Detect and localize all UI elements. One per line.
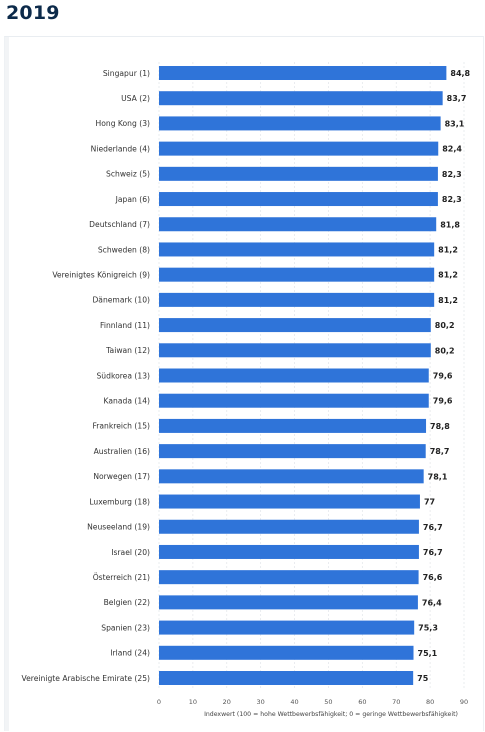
value-label: 80,2 [435, 321, 455, 330]
value-label: 81,8 [440, 220, 460, 229]
category-label: Japan (6) [115, 195, 150, 204]
category-label: Vereinigtes Königreich (9) [52, 270, 150, 279]
category-label: Neuseeland (19) [87, 523, 150, 532]
category-label: Belgien (22) [104, 598, 150, 607]
category-label-layer: Singapur (1) USA (2) Hong Kong (3) Niederla… [22, 69, 151, 683]
value-label: 78,1 [428, 472, 448, 481]
x-tick-layer: 0 10 20 30 40 50 60 70 80 90 [157, 698, 468, 706]
category-label: Vereinigte Arabische Emirate (25) [22, 674, 151, 683]
bar[interactable] [159, 469, 424, 484]
value-label: 75,3 [418, 624, 438, 633]
bar[interactable] [159, 393, 429, 408]
bar[interactable] [159, 620, 415, 635]
x-tick-label: 50 [324, 698, 332, 706]
x-tick-label: 70 [392, 698, 400, 706]
value-label: 81,2 [438, 271, 458, 280]
x-tick-label: 60 [358, 698, 366, 706]
x-tick-label: 0 [157, 698, 161, 706]
category-label: Schweden (8) [98, 245, 150, 254]
bar[interactable] [159, 343, 431, 358]
x-tick-label: 40 [290, 698, 298, 706]
bar[interactable] [159, 292, 435, 307]
value-label: 79,6 [433, 372, 453, 381]
value-label: 75 [417, 674, 429, 683]
value-label: 78,7 [430, 447, 450, 456]
bar[interactable] [159, 91, 443, 106]
value-label: 83,7 [447, 94, 467, 103]
value-label: 81,2 [438, 296, 458, 305]
category-label: Schweiz (5) [106, 170, 150, 179]
category-label: Kanada (14) [104, 397, 150, 406]
value-label: 83,1 [445, 119, 465, 128]
category-label: Frankreich (15) [92, 422, 150, 431]
bar[interactable] [159, 217, 437, 232]
category-label: Deutschland (7) [89, 220, 150, 229]
value-label: 76,7 [423, 523, 443, 532]
bar[interactable] [159, 116, 441, 131]
bar[interactable] [159, 519, 419, 534]
bar[interactable] [159, 418, 427, 433]
bar[interactable] [159, 645, 414, 660]
bar[interactable] [159, 570, 419, 585]
bar[interactable] [159, 267, 435, 282]
category-label: Niederlande (4) [91, 144, 150, 153]
bar[interactable] [159, 192, 438, 207]
bar[interactable] [159, 494, 420, 509]
bar[interactable] [159, 671, 414, 685]
category-label: Singapur (1) [103, 69, 150, 78]
category-label: Österreich (21) [93, 573, 150, 582]
x-tick-label: 90 [460, 698, 468, 706]
category-label: Irland (24) [110, 649, 150, 658]
x-axis-title: Indexwert (100 = hohe Wettbewerbsfähigke… [204, 711, 458, 718]
value-label: 79,6 [433, 397, 453, 406]
x-tick-label: 10 [189, 698, 197, 706]
bar[interactable] [159, 242, 435, 257]
value-label: 80,2 [435, 346, 455, 355]
value-label: 76,4 [422, 598, 442, 607]
value-label: 76,6 [423, 573, 443, 582]
bar[interactable] [159, 318, 431, 333]
x-tick-label: 20 [223, 698, 231, 706]
value-label: 81,2 [438, 245, 458, 254]
value-label-layer: 84,8 83,7 83,1 82,4 82,3 82,3 81,8 81,2 81,2 81,2… [417, 69, 470, 683]
bar[interactable] [159, 595, 418, 610]
category-label: Finnland (11) [100, 321, 150, 330]
chart-year-title: 2019 [6, 2, 60, 24]
value-label: 78,8 [430, 422, 450, 431]
value-label: 76,7 [423, 548, 443, 557]
category-label: Norwegen (17) [93, 472, 150, 481]
bar[interactable] [159, 166, 438, 181]
bar[interactable] [159, 66, 447, 80]
value-label: 75,1 [418, 649, 438, 658]
bar[interactable] [159, 544, 419, 559]
value-label: 77 [424, 498, 435, 507]
value-label: 82,3 [442, 170, 462, 179]
category-label: Dänemark (10) [92, 296, 150, 305]
bar[interactable] [159, 141, 439, 156]
value-label: 84,8 [450, 69, 470, 78]
bar[interactable] [159, 444, 426, 459]
x-tick-label: 80 [426, 698, 434, 706]
bar-layer [159, 66, 447, 685]
card-edge-shade [5, 37, 9, 731]
category-label: Spanien (23) [101, 623, 150, 632]
x-tick-label: 30 [257, 698, 265, 706]
value-label: 82,3 [442, 195, 462, 204]
category-label: Taiwan (12) [105, 346, 150, 355]
category-label: Hong Kong (3) [96, 119, 150, 128]
bar[interactable] [159, 368, 429, 383]
category-label: Südkorea (13) [96, 371, 150, 380]
category-label: Israel (20) [111, 548, 150, 557]
category-label: USA (2) [121, 94, 150, 103]
category-label: Australien (16) [94, 447, 150, 456]
value-label: 82,4 [442, 145, 462, 154]
category-label: Luxemburg (18) [89, 497, 150, 506]
